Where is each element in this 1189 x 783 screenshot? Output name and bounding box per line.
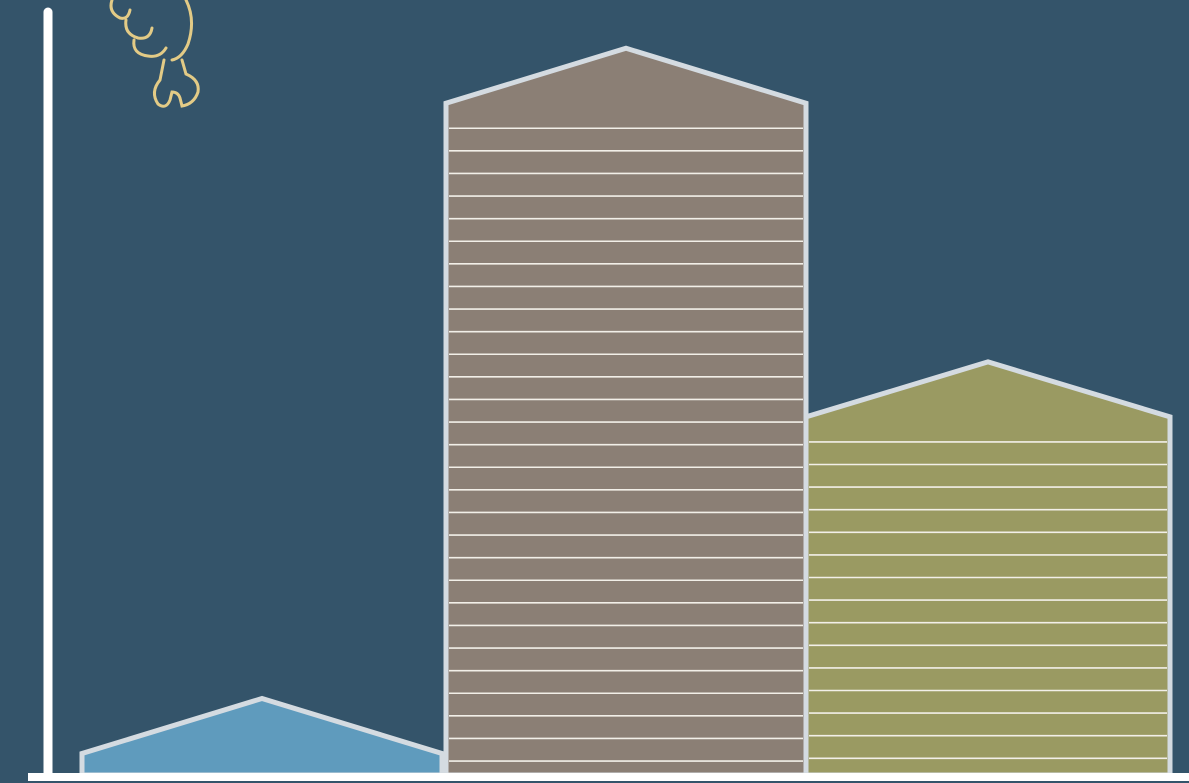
finger — [109, 0, 132, 20]
hand — [170, 0, 193, 62]
wrench — [153, 58, 200, 108]
finger — [132, 38, 168, 58]
bar — [443, 45, 809, 778]
wrench-icon — [109, 0, 200, 108]
bars — [79, 45, 1173, 778]
finger — [124, 18, 154, 40]
